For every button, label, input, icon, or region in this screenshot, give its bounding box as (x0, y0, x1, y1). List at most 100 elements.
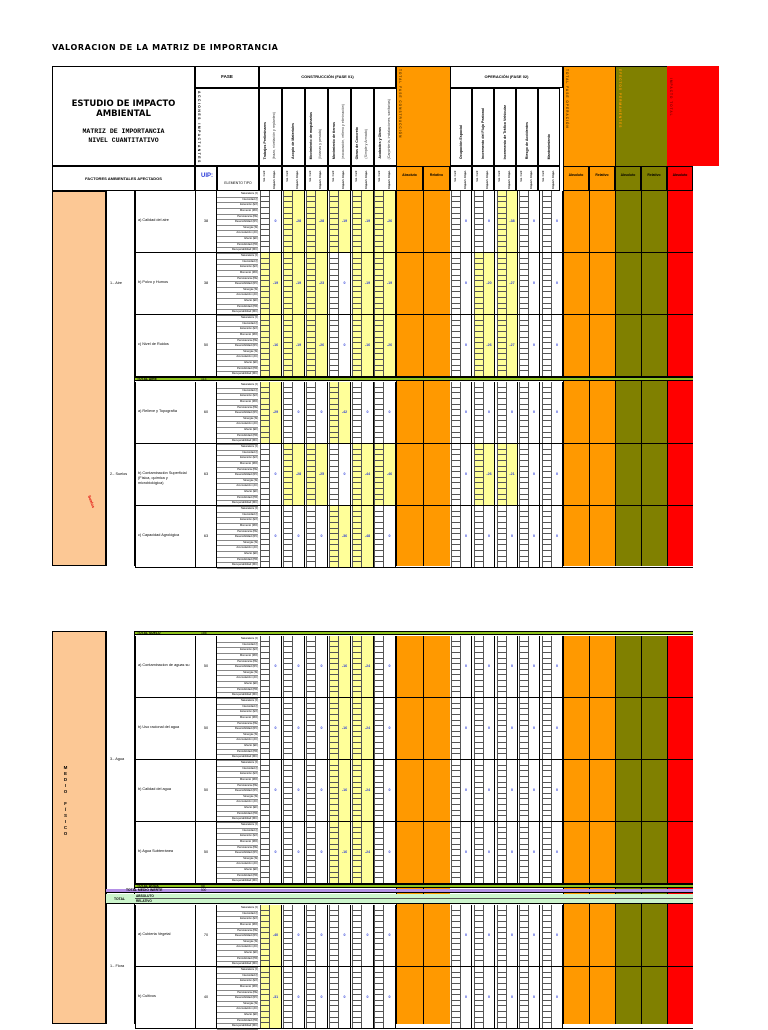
criteria-cell[interactable] (306, 432, 316, 439)
criteria-cell[interactable] (542, 343, 552, 349)
criteria-cell[interactable] (542, 449, 552, 456)
criteria-cell[interactable] (519, 483, 529, 490)
criteria-cell[interactable] (329, 343, 339, 349)
criteria-cell[interactable] (352, 506, 362, 512)
criteria-cell[interactable] (451, 202, 461, 208)
criteria-cell[interactable] (497, 253, 507, 259)
criteria-cell[interactable] (451, 337, 461, 344)
criteria-cell[interactable] (374, 382, 384, 388)
criteria-cell[interactable] (329, 421, 339, 428)
criteria-cell[interactable] (497, 213, 507, 220)
criteria-cell[interactable] (352, 534, 362, 540)
criteria-cell[interactable] (283, 466, 293, 473)
factor-row-2[interactable]: c) Nivel de Ruidos (135, 315, 195, 377)
criteria-cell[interactable] (519, 360, 529, 366)
criteria-cell[interactable] (260, 393, 270, 399)
criteria-cell[interactable] (451, 551, 461, 557)
criteria-cell[interactable] (329, 444, 339, 450)
criteria-cell[interactable] (542, 432, 552, 439)
criteria-cell[interactable] (474, 393, 484, 399)
criteria-cell[interactable] (519, 410, 529, 416)
criteria-cell[interactable] (329, 230, 339, 237)
criteria-cell[interactable] (329, 528, 339, 535)
criteria-cell[interactable] (542, 455, 552, 461)
criteria-cell[interactable] (352, 213, 362, 220)
criteria-cell[interactable] (451, 460, 461, 467)
criteria-cell[interactable] (519, 241, 529, 248)
criteria-cell[interactable] (283, 337, 293, 344)
criteria-cell[interactable] (306, 545, 316, 552)
criteria-cell[interactable] (260, 258, 270, 265)
criteria-cell[interactable] (283, 326, 293, 332)
criteria-cell[interactable] (542, 489, 552, 495)
criteria-cell[interactable] (260, 354, 270, 361)
criteria-cell[interactable] (542, 365, 552, 372)
criteria-cell[interactable] (329, 382, 339, 388)
criteria-cell[interactable] (519, 444, 529, 450)
criteria-cell[interactable] (542, 427, 552, 433)
criteria-cell[interactable] (306, 506, 316, 512)
criteria-cell[interactable] (283, 315, 293, 321)
criteria-cell[interactable] (352, 494, 362, 501)
criteria-cell[interactable] (306, 326, 316, 332)
criteria-cell[interactable] (519, 315, 529, 321)
criteria-cell[interactable] (451, 303, 461, 310)
criteria-cell[interactable] (260, 236, 270, 242)
criteria-cell[interactable] (542, 298, 552, 304)
criteria-cell[interactable] (283, 427, 293, 433)
criteria-cell[interactable] (283, 348, 293, 355)
criteria-cell[interactable] (329, 517, 339, 523)
criteria-cell[interactable] (451, 360, 461, 366)
criteria-cell[interactable] (374, 506, 384, 512)
criteria-cell[interactable] (283, 191, 293, 197)
criteria-cell[interactable] (542, 202, 552, 208)
criteria-cell[interactable] (451, 281, 461, 287)
criteria-cell[interactable] (260, 360, 270, 366)
criteria-cell[interactable] (497, 337, 507, 344)
criteria-cell[interactable] (451, 511, 461, 518)
criteria-cell[interactable] (497, 224, 507, 231)
criteria-cell[interactable] (451, 241, 461, 248)
criteria-cell[interactable] (374, 427, 384, 433)
criteria-cell[interactable] (451, 393, 461, 399)
criteria-cell[interactable] (352, 522, 362, 529)
criteria-cell[interactable] (497, 365, 507, 372)
criteria-cell[interactable] (352, 241, 362, 248)
criteria-cell[interactable] (283, 477, 293, 484)
criteria-cell[interactable] (451, 236, 461, 242)
criteria-cell[interactable] (329, 432, 339, 439)
criteria-cell[interactable] (352, 477, 362, 484)
criteria-cell[interactable] (474, 415, 484, 422)
criteria-cell[interactable] (519, 337, 529, 344)
criteria-cell[interactable] (283, 264, 293, 270)
criteria-cell[interactable] (329, 264, 339, 270)
criteria-cell[interactable] (451, 398, 461, 405)
criteria-cell[interactable] (352, 315, 362, 321)
criteria-cell[interactable] (542, 444, 552, 450)
criteria-cell[interactable] (260, 343, 270, 349)
criteria-cell[interactable] (374, 466, 384, 473)
criteria-cell[interactable] (519, 298, 529, 304)
criteria-cell[interactable] (260, 444, 270, 450)
criteria-cell[interactable] (260, 196, 270, 203)
criteria-cell[interactable] (260, 404, 270, 411)
criteria-cell[interactable] (260, 264, 270, 270)
criteria-cell[interactable] (329, 354, 339, 361)
criteria-cell[interactable] (352, 427, 362, 433)
criteria-cell[interactable] (542, 404, 552, 411)
criteria-cell[interactable] (519, 213, 529, 220)
criteria-cell[interactable] (519, 303, 529, 310)
criteria-cell[interactable] (474, 326, 484, 332)
criteria-cell[interactable] (283, 460, 293, 467)
criteria-cell[interactable] (283, 303, 293, 310)
criteria-cell[interactable] (374, 489, 384, 495)
criteria-cell[interactable] (519, 489, 529, 495)
criteria-cell[interactable] (352, 292, 362, 299)
criteria-cell[interactable] (374, 410, 384, 416)
criteria-cell[interactable] (283, 331, 293, 338)
criteria-cell[interactable] (542, 292, 552, 299)
criteria-cell[interactable] (542, 241, 552, 248)
criteria-cell[interactable] (374, 404, 384, 411)
criteria-cell[interactable] (374, 545, 384, 552)
criteria-cell[interactable] (260, 320, 270, 327)
